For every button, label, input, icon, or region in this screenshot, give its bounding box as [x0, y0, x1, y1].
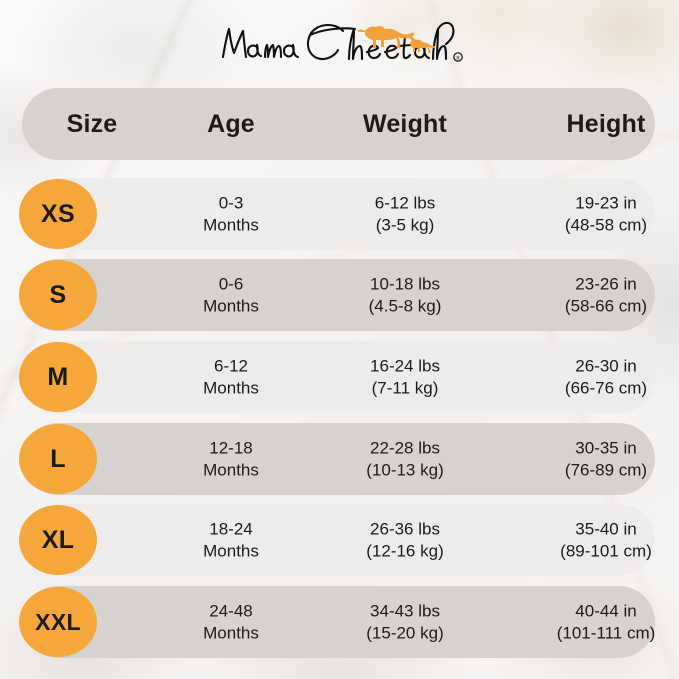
cell-age-line2: Months	[203, 296, 259, 315]
cell-weight-line1: 22-28 lbs	[370, 438, 440, 458]
size-badge: L	[19, 424, 97, 494]
cell-height-line1: 30-35 in	[575, 438, 637, 458]
cell-weight-line2: (15-20 kg)	[366, 623, 444, 642]
cell-weight: 26-36 lbs (12-16 kg)	[313, 518, 497, 562]
cheetah-cub-icon	[409, 39, 435, 53]
cell-age-line2: Months	[203, 215, 259, 234]
column-header-age: Age	[207, 110, 255, 138]
cell-weight: 6-12 lbs (3-5 kg)	[313, 192, 497, 236]
cell-age-line2: Months	[203, 541, 259, 560]
cell-height-line1: 19-23 in	[575, 193, 637, 213]
cell-age-line1: 12-18	[209, 438, 253, 458]
column-header-size: Size	[66, 110, 118, 138]
cell-age: 18-24 Months	[139, 518, 323, 562]
cell-age-line1: 6-12	[213, 356, 249, 376]
cell-height: 40-44 in (101-111 cm)	[514, 600, 679, 644]
table-row: L 12-18 Months 22-28 lbs (10-13 kg) 30-3…	[19, 423, 655, 495]
cell-weight-line1: 6-12 lbs	[374, 193, 436, 213]
cell-weight-line2: (3-5 kg)	[375, 215, 435, 234]
column-header-height: Height	[566, 110, 646, 138]
size-badge: S	[19, 260, 97, 330]
cell-height-line1: 35-40 in	[575, 519, 637, 539]
cell-age-line2: Months	[203, 460, 259, 479]
cell-height-line1: 26-30 in	[575, 356, 637, 376]
cell-weight: 10-18 lbs (4.5-8 kg)	[313, 273, 497, 317]
table-row: XL 18-24 Months 26-36 lbs (12-16 kg) 35-…	[19, 504, 655, 576]
brand-logo: R	[0, 14, 679, 72]
cell-weight-line1: 34-43 lbs	[370, 601, 440, 621]
cell-age-line1: 0-3	[218, 193, 244, 213]
size-badge: XS	[19, 179, 97, 249]
cell-weight-line1: 10-18 lbs	[370, 274, 440, 294]
cell-height: 30-35 in (76-89 cm)	[514, 437, 679, 481]
cell-height-line1: 23-26 in	[575, 274, 637, 294]
cell-age-line2: Months	[203, 623, 259, 642]
cell-weight-line2: (4.5-8 kg)	[368, 296, 442, 315]
registered-mark-icon: R	[452, 52, 463, 62]
cell-age-line2: Months	[203, 378, 259, 397]
column-header-weight: Weight	[362, 110, 448, 138]
cell-height: 23-26 in (58-66 cm)	[514, 273, 679, 317]
cell-weight-line1: 16-24 lbs	[370, 356, 440, 376]
cell-age-line1: 0-6	[218, 274, 244, 294]
table-row: M 6-12 Months 16-24 lbs (7-11 kg) 26-30 …	[19, 341, 655, 413]
cell-height: 19-23 in (48-58 cm)	[514, 192, 679, 236]
svg-text:R: R	[456, 56, 460, 62]
table-row: XS 0-3 Months 6-12 lbs (3-5 kg) 19-23 in…	[19, 178, 655, 250]
cell-weight-line2: (12-16 kg)	[366, 541, 444, 560]
cell-height-line2: (58-66 cm)	[564, 296, 648, 315]
table-header-row: Size Age Weight Height	[22, 88, 655, 160]
cell-weight: 22-28 lbs (10-13 kg)	[313, 437, 497, 481]
cell-weight-line2: (10-13 kg)	[366, 460, 444, 479]
cell-height-line2: (48-58 cm)	[564, 215, 648, 234]
cell-weight-line2: (7-11 kg)	[371, 378, 439, 397]
cell-height: 26-30 in (66-76 cm)	[514, 355, 679, 399]
cell-age: 6-12 Months	[139, 355, 323, 399]
cell-height-line2: (66-76 cm)	[564, 378, 648, 397]
cell-age: 24-48 Months	[139, 600, 323, 644]
size-badge: XL	[19, 505, 97, 575]
cell-age-line1: 24-48	[209, 601, 253, 621]
cell-height-line2: (89-101 cm)	[560, 541, 652, 560]
cell-weight: 34-43 lbs (15-20 kg)	[313, 600, 497, 644]
size-badge: XXL	[19, 587, 97, 657]
size-badge: M	[19, 342, 97, 412]
cell-height: 35-40 in (89-101 cm)	[514, 518, 679, 562]
cell-height-line2: (76-89 cm)	[564, 460, 648, 479]
table-row: S 0-6 Months 10-18 lbs (4.5-8 kg) 23-26 …	[19, 259, 655, 331]
mamacheetah-logo-svg: R	[221, 21, 463, 62]
cell-age: 0-3 Months	[139, 192, 323, 236]
cell-weight: 16-24 lbs (7-11 kg)	[313, 355, 497, 399]
cell-height-line1: 40-44 in	[575, 601, 637, 621]
cell-age: 12-18 Months	[139, 437, 323, 481]
table-row: XXL 24-48 Months 34-43 lbs (15-20 kg) 40…	[19, 586, 655, 658]
cell-age-line1: 18-24	[209, 519, 253, 539]
cell-height-line2: (101-111 cm)	[556, 623, 656, 642]
cell-age: 0-6 Months	[139, 273, 323, 317]
cell-weight-line1: 26-36 lbs	[370, 519, 440, 539]
